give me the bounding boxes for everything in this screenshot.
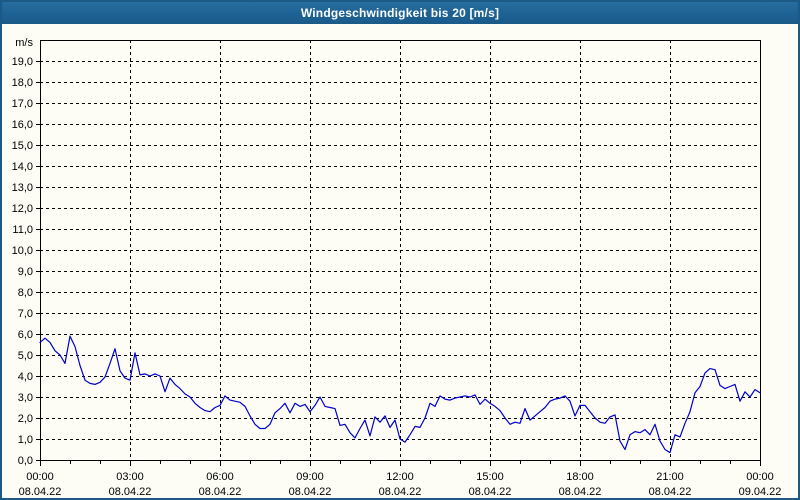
y-tick-label: 6,0 <box>18 329 33 341</box>
grid-lines <box>40 40 760 460</box>
x-tick-time: 00:00 <box>746 471 774 483</box>
x-tick-date: 08.04.22 <box>469 486 512 498</box>
x-tick-time: 21:00 <box>656 471 684 483</box>
x-tick-date: 08.04.22 <box>109 486 152 498</box>
x-axis-labels: 00:00 08.04.22 03:00 08.04.22 06:00 08.04.22 0… <box>19 460 782 498</box>
x-tick-date: 08.04.22 <box>379 486 422 498</box>
y-tick-label: 0,0 <box>18 455 33 467</box>
y-axis-unit-label: m/s <box>15 37 33 49</box>
y-tick-label: 12,0 <box>12 203 33 215</box>
y-tick-label: 15,0 <box>12 140 33 152</box>
y-tick-label: 13,0 <box>12 182 33 194</box>
y-tick-label: 9,0 <box>18 266 33 278</box>
chart-area: 0,0 1,0 2,0 3,0 4,0 5,0 6,0 7,0 8,0 9,0 10,0 11,0 12… <box>2 24 798 498</box>
x-tick-time: 15:00 <box>476 471 504 483</box>
y-tick-label: 8,0 <box>18 287 33 299</box>
y-tick-label: 16,0 <box>12 119 33 131</box>
x-tick-time: 18:00 <box>566 471 594 483</box>
y-tick-label: 5,0 <box>18 350 33 362</box>
y-tick-label: 1,0 <box>18 434 33 446</box>
y-tick-label: 14,0 <box>12 161 33 173</box>
x-tick-time: 12:00 <box>386 471 414 483</box>
x-tick-time: 09:00 <box>296 471 324 483</box>
y-tick-label: 3,0 <box>18 392 33 404</box>
x-tick-time: 00:00 <box>26 471 54 483</box>
x-tick-time: 03:00 <box>116 471 144 483</box>
y-tick-label: 4,0 <box>18 371 33 383</box>
x-tick-date: 09.04.22 <box>739 486 782 498</box>
x-tick-date: 08.04.22 <box>649 486 692 498</box>
y-tick-label: 10,0 <box>12 245 33 257</box>
x-tick-date: 08.04.22 <box>289 486 332 498</box>
x-tick-date: 08.04.22 <box>199 486 242 498</box>
y-axis-labels: 0,0 1,0 2,0 3,0 4,0 5,0 6,0 7,0 8,0 9,0 10,0 11,0 12… <box>12 37 40 467</box>
wind-speed-chart: 0,0 1,0 2,0 3,0 4,0 5,0 6,0 7,0 8,0 9,0 10,0 11,0 12… <box>12 37 782 498</box>
wind-speed-line <box>39 335 761 454</box>
x-tick-date: 08.04.22 <box>19 486 62 498</box>
y-tick-label: 17,0 <box>12 98 33 110</box>
y-tick-label: 7,0 <box>18 308 33 320</box>
x-tick-time: 06:00 <box>206 471 234 483</box>
window-title: Windgeschwindigkeit bis 20 [m/s] <box>300 6 500 20</box>
y-tick-label: 18,0 <box>12 77 33 89</box>
y-tick-label: 2,0 <box>18 413 33 425</box>
y-tick-label: 11,0 <box>12 224 33 236</box>
title-bar: Windgeschwindigkeit bis 20 [m/s] <box>2 2 798 24</box>
x-tick-date: 08.04.22 <box>559 486 602 498</box>
y-tick-label: 19,0 <box>12 56 33 68</box>
